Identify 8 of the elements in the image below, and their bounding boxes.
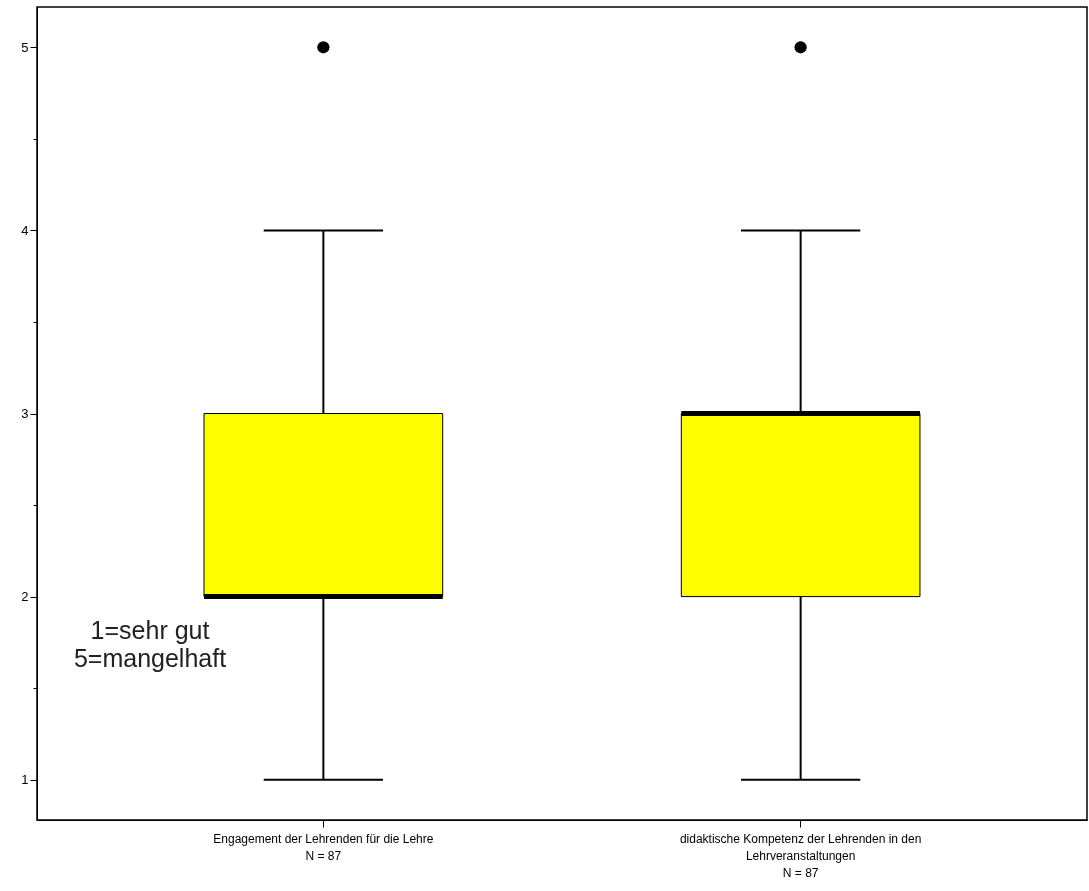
y-tick-label: 3: [21, 406, 29, 421]
y-tick-label: 1: [21, 772, 29, 788]
x-tick-label: Engagement der Lehrenden für die Lehre N = 87: [213, 831, 434, 863]
y-tick-label: 5: [21, 39, 29, 55]
annotation: 1=sehr gut 5=mangelhaft: [73, 616, 227, 672]
y-tick-label: 2: [21, 589, 29, 605]
y-tick-label: 4: [21, 222, 29, 238]
x-tick-label: didaktische Kompetenz der Lehrenden in den Lehrveranstaltungen N = 87: [679, 831, 922, 880]
